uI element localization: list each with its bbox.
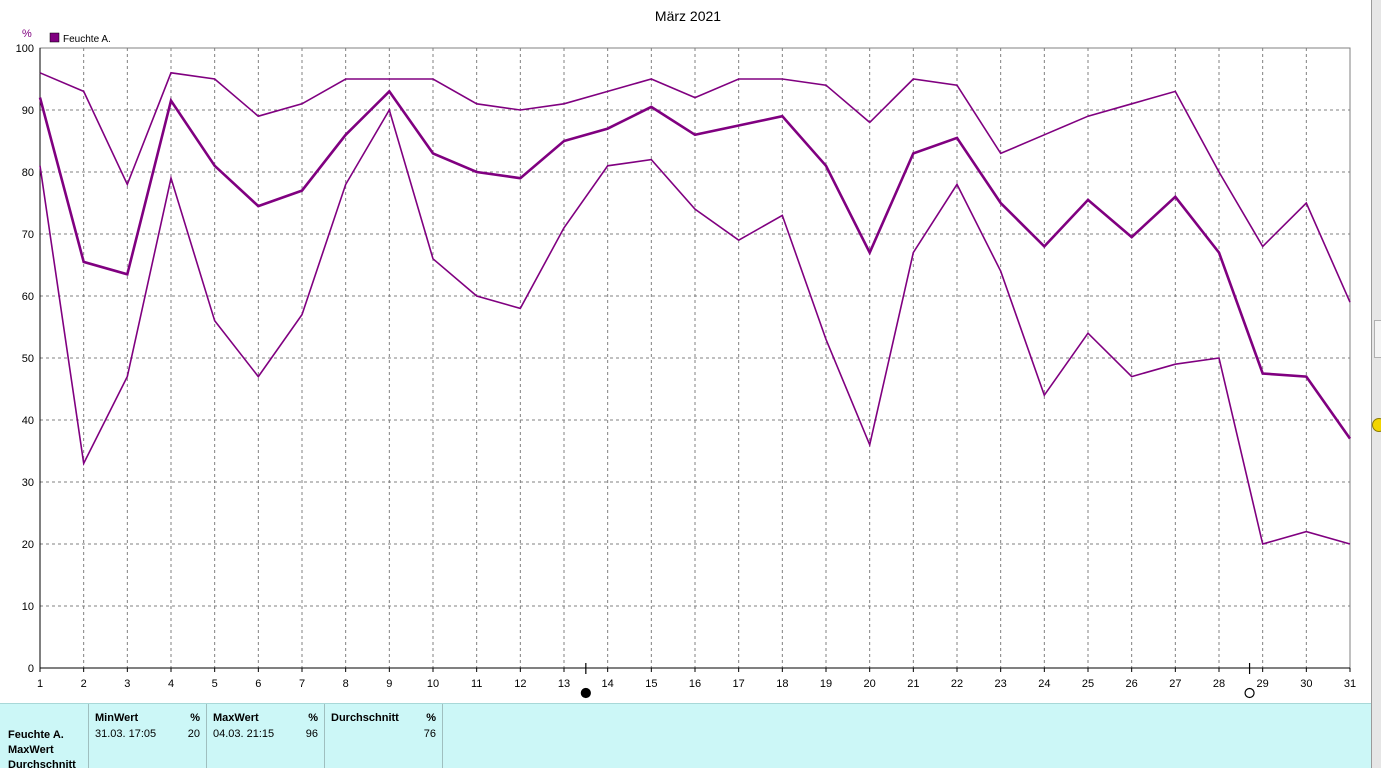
x-tick-label: 10: [427, 678, 439, 690]
x-tick-label: 13: [558, 678, 570, 690]
y-tick-label: 0: [28, 663, 34, 675]
y-tick-label: 30: [22, 477, 34, 489]
min-value: 20: [187, 728, 200, 740]
series-lines: [38, 71, 1352, 545]
x-tick-label: 12: [514, 678, 526, 690]
series-line-min: [39, 107, 1351, 545]
x-tick-label: 30: [1300, 678, 1312, 690]
x-tick-label: 26: [1126, 678, 1138, 690]
x-tick-label: 15: [645, 678, 657, 690]
x-tick-label: 27: [1169, 678, 1181, 690]
y-tick-label: 10: [22, 601, 34, 613]
series-line-avg: [38, 89, 1352, 440]
x-tick-label: 17: [733, 678, 745, 690]
legend-swatch: [49, 32, 60, 43]
window-edge-scrollbar[interactable]: [1371, 0, 1381, 768]
x-tick-label: 5: [212, 678, 218, 690]
series-line-max: [39, 71, 1351, 303]
statistics-row-labels: Feuchte A. MaxWert Durchschnitt: [8, 728, 76, 768]
y-tick-label: 100: [16, 43, 34, 55]
sun-icon: [1372, 418, 1381, 432]
x-tick-label: 1: [37, 678, 43, 690]
grid: [40, 48, 1350, 668]
avg-value: 76: [423, 728, 436, 740]
row-label-sensor: Feuchte A.: [8, 729, 64, 741]
x-tick-label: 14: [602, 678, 614, 690]
x-tick-label: 31: [1344, 678, 1356, 690]
x-tick-label: 23: [995, 678, 1007, 690]
y-tick-label: 70: [22, 229, 34, 241]
x-tick-label: 22: [951, 678, 963, 690]
min-time: 31.03. 17:05: [95, 728, 157, 740]
x-tick-label: 28: [1213, 678, 1225, 690]
max-time: 04.03. 21:15: [213, 728, 275, 740]
moon-markers: [580, 663, 1255, 699]
x-tick-label: 6: [255, 678, 261, 690]
row-label-avg: Durchschnitt: [8, 759, 76, 768]
y-tick-label: 50: [22, 353, 34, 365]
min-value-column: MinWert % 31.03. 17:05 20: [88, 704, 206, 768]
x-tick-label: 11: [471, 678, 482, 690]
x-tick-label: 9: [386, 678, 392, 690]
x-tick-label: 8: [343, 678, 349, 690]
avg-unit: %: [426, 712, 436, 724]
y-tick-label: 40: [22, 415, 34, 427]
full-moon-icon: [1244, 687, 1255, 699]
max-value: 96: [305, 728, 318, 740]
x-tick-label: 16: [689, 678, 701, 690]
x-tick-label: 3: [124, 678, 130, 690]
y-tick-label: 90: [22, 105, 34, 117]
scrollbar-thumb[interactable]: [1374, 320, 1381, 358]
x-tick-label: 24: [1038, 678, 1050, 690]
min-header: MinWert: [95, 712, 139, 724]
x-tick-label: 19: [820, 678, 832, 690]
avg-header: Durchschnitt: [331, 712, 399, 724]
x-tick-label: 18: [776, 678, 788, 690]
max-unit: %: [308, 712, 318, 724]
x-tick-label: 29: [1257, 678, 1269, 690]
humidity-chart: März 2021 % Feuchte A. 0 10 20 30 40 50 60 70 80…: [16, 8, 1356, 699]
x-tick-label: 4: [168, 678, 174, 690]
x-tick-label: 20: [864, 678, 876, 690]
y-tick-label: 60: [22, 291, 34, 303]
x-tick-label: 25: [1082, 678, 1094, 690]
y-tick-label: 80: [22, 167, 34, 179]
x-tick-label: 7: [299, 678, 305, 690]
average-column: Durchschnitt % 76: [324, 704, 443, 768]
y-tick-label: 20: [22, 539, 34, 551]
chart-title: März 2021: [655, 8, 721, 24]
y-axis-unit-label: %: [22, 28, 32, 40]
max-value-column: MaxWert % 04.03. 21:15 96: [206, 704, 324, 768]
row-label-max: MaxWert: [8, 744, 54, 756]
x-tick-label: 21: [907, 678, 919, 690]
legend-entry-feuchte: Feuchte A.: [63, 34, 111, 45]
x-tick-label: 2: [81, 678, 87, 690]
min-unit: %: [190, 712, 200, 724]
max-header: MaxWert: [213, 712, 259, 724]
statistics-panel: Feuchte A. MaxWert Durchschnitt MinWert …: [0, 703, 1371, 768]
new-moon-icon: [580, 687, 591, 699]
